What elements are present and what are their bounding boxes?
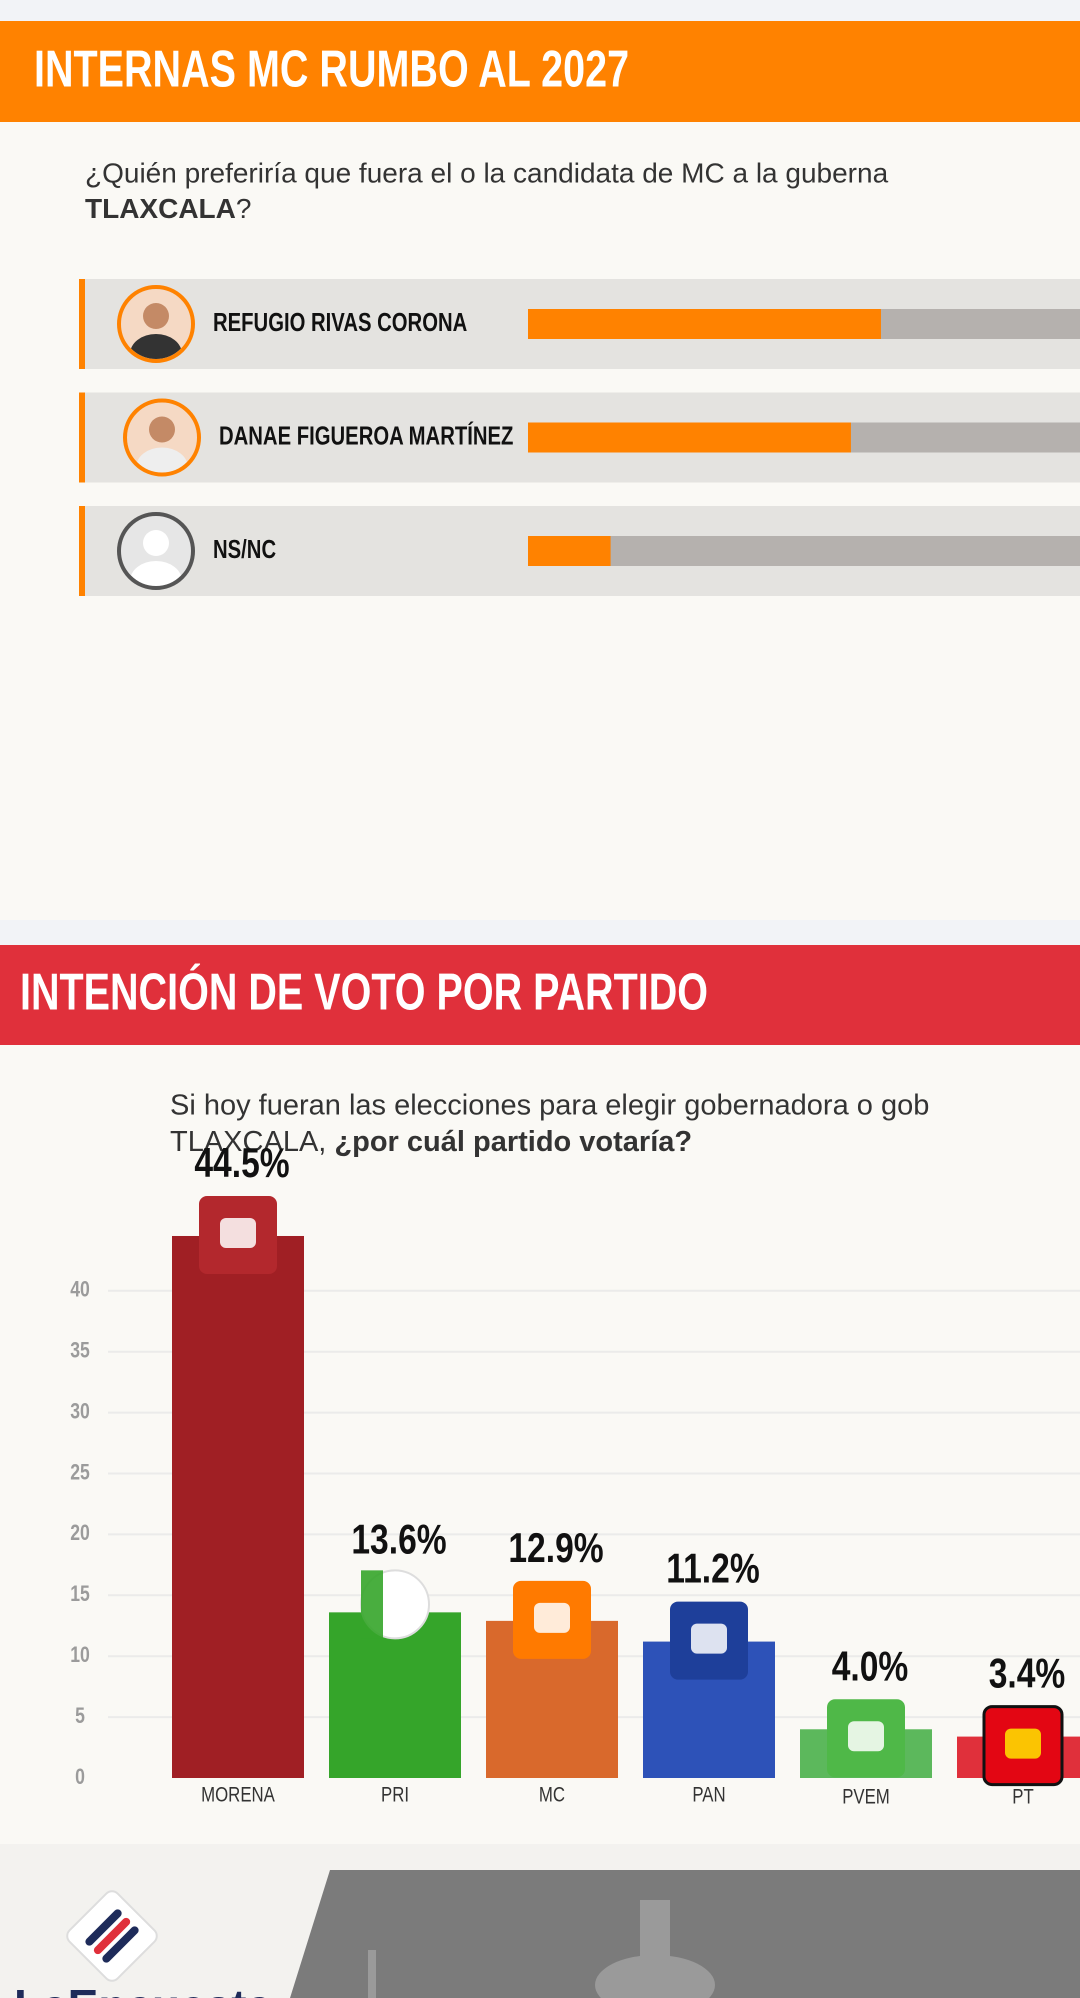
question-emphasis: TLAXCALA <box>85 193 236 224</box>
section-gap <box>0 920 1080 945</box>
y-tick-label: 40 <box>70 1277 90 1302</box>
bar-track <box>528 536 1080 566</box>
party-logo-mark <box>848 1721 884 1752</box>
avatar-body <box>130 334 182 359</box>
section-title: INTERNAS MC RUMBO AL 2027 <box>34 41 629 99</box>
value-label: 12.9% <box>508 1524 603 1571</box>
x-tick-label: PT <box>1012 1786 1034 1809</box>
x-tick-label: PRI <box>381 1784 409 1807</box>
bar <box>528 309 881 339</box>
avatar-ring <box>123 398 201 477</box>
candidate-name: DANAE FIGUEROA MARTÍNEZ <box>219 420 514 450</box>
question: TLAXCALA? <box>85 193 251 224</box>
value-label: 4.0% <box>832 1642 909 1689</box>
avatar <box>123 398 201 477</box>
dome-silhouette <box>368 1900 715 1998</box>
y-tick-label: 10 <box>70 1642 90 1667</box>
row-accent <box>79 279 85 369</box>
avatar-figure <box>136 416 188 473</box>
section-title: INTENCIÓN DE VOTO POR PARTIDO <box>20 964 708 1022</box>
value-label: 44.5% <box>194 1139 289 1186</box>
row-accent <box>79 506 85 596</box>
brand-name: LaEncuesta <box>14 1980 273 1998</box>
header-band <box>0 21 1080 122</box>
candidate-name: NS/NC <box>213 534 276 564</box>
bar <box>528 422 851 453</box>
question-emphasis: ¿por cuál partido votaría? <box>334 1126 692 1158</box>
avatar <box>117 285 195 363</box>
y-tick-label: 30 <box>70 1398 90 1423</box>
y-tick-label: 20 <box>70 1520 90 1545</box>
value-label: 3.4% <box>989 1650 1066 1697</box>
avatar <box>117 512 195 590</box>
x-tick-label: MC <box>539 1784 565 1807</box>
avatar-head <box>143 530 169 556</box>
brand-logo <box>66 1890 158 1982</box>
bar <box>528 536 611 566</box>
party-logo-mark <box>1005 1728 1041 1759</box>
question: Si hoy fueran las elecciones para elegir… <box>170 1090 929 1122</box>
top-strip <box>0 0 1080 21</box>
bar <box>172 1235 304 1778</box>
party-logo-stripe <box>361 1570 383 1639</box>
party-logo-mark <box>691 1623 727 1654</box>
y-tick-label: 0 <box>75 1764 85 1789</box>
y-tick-label: 35 <box>70 1338 90 1363</box>
avatar-ring <box>117 512 195 590</box>
question-end: ? <box>236 193 252 224</box>
avatar-ring <box>117 285 195 363</box>
footer-photo <box>290 1870 1080 1998</box>
question-start: TLAXCALA, <box>170 1126 334 1158</box>
avatar-head <box>149 416 175 443</box>
x-tick-label: PVEM <box>842 1786 890 1809</box>
row-accent <box>79 392 85 483</box>
party-logo-mark <box>534 1602 570 1633</box>
avatar-head <box>143 303 169 329</box>
header-band <box>0 945 1080 1045</box>
x-tick-label: MORENA <box>201 1784 275 1807</box>
avatar-figure <box>130 303 182 359</box>
avatar-body <box>130 561 182 586</box>
x-tick-label: PAN <box>692 1784 725 1807</box>
y-tick-label: 15 <box>70 1581 90 1606</box>
y-tick-label: 5 <box>75 1703 85 1728</box>
party-logo-mark <box>220 1217 256 1248</box>
value-label: 13.6% <box>351 1515 446 1562</box>
avatar-figure <box>130 530 182 586</box>
candidate-name: REFUGIO RIVAS CORONA <box>213 307 467 337</box>
question: ¿Quién preferiría que fuera el o la cand… <box>85 157 889 188</box>
question: TLAXCALA, ¿por cuál partido votaría? <box>170 1126 692 1158</box>
bar <box>329 1612 461 1778</box>
y-tick-label: 25 <box>70 1459 90 1484</box>
avatar-body <box>136 447 188 473</box>
value-label: 11.2% <box>666 1545 759 1592</box>
